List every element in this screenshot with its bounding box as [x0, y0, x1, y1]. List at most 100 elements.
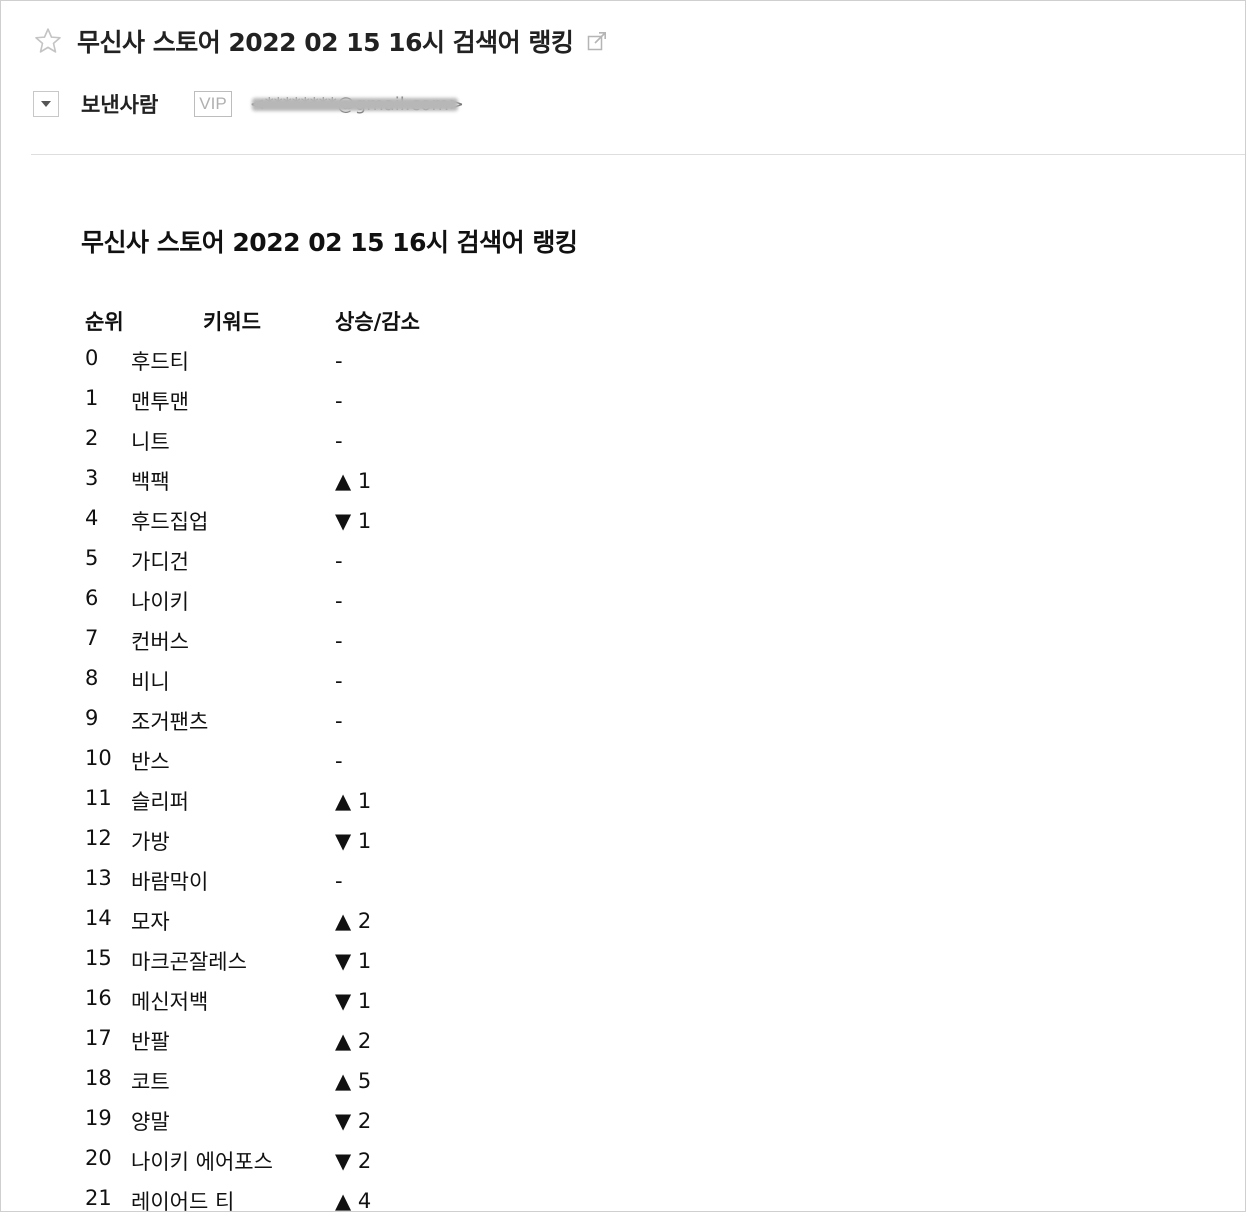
header-rank: 순위	[85, 310, 124, 334]
row-rank-keyword: 15 마크곤잘레스	[81, 946, 335, 976]
sender-label: 보낸사람	[81, 93, 159, 117]
row-rank: 16	[85, 986, 112, 1010]
row-rank-keyword: 11 슬리퍼	[81, 786, 335, 816]
sender-row: 보낸사람 VIP <********@gmail.com>	[33, 89, 464, 119]
row-change: ▼ 1	[335, 949, 372, 973]
row-rank: 17	[85, 1026, 112, 1050]
header-change: 상승/감소	[335, 310, 420, 334]
row-keyword: 슬리퍼	[131, 790, 189, 814]
row-rank-keyword: 2 니트	[81, 426, 335, 456]
row-change: ▲ 1	[335, 469, 372, 493]
row-change: -	[335, 669, 343, 693]
row-keyword: 양말	[131, 1110, 170, 1134]
table-row: 7 컨버스 -	[81, 621, 495, 661]
row-change: ▲ 2	[335, 909, 372, 933]
row-keyword: 반팔	[131, 1030, 170, 1054]
subject-row: 무신사 스토어 2022 02 15 16시 검색어 랭킹	[31, 23, 609, 59]
table-row: 3 백팩 ▲ 1	[81, 461, 495, 501]
row-change: -	[335, 709, 343, 733]
star-icon[interactable]	[31, 24, 65, 58]
row-rank-keyword: 10 반스	[81, 746, 335, 776]
row-rank: 10	[85, 746, 112, 770]
row-rank: 21	[85, 1186, 112, 1210]
table-row: 8 비니 -	[81, 661, 495, 701]
table-row: 17 반팔 ▲ 2	[81, 1021, 495, 1061]
row-keyword: 코트	[131, 1070, 170, 1094]
redaction-blur	[251, 97, 459, 111]
row-change: -	[335, 869, 343, 893]
row-rank-keyword: 16 메신저백	[81, 986, 335, 1016]
row-rank-keyword-cell: 13 바람막이	[81, 861, 335, 901]
row-rank-keyword: 21 레이어드 티	[81, 1186, 335, 1211]
row-rank-keyword-cell: 7 컨버스	[81, 621, 335, 661]
row-change: -	[335, 389, 343, 413]
row-keyword: 나이키 에어포스	[131, 1150, 273, 1174]
row-rank: 11	[85, 786, 112, 810]
row-rank: 0	[85, 346, 99, 370]
row-rank-keyword: 3 백팩	[81, 466, 335, 496]
row-rank-keyword: 13 바람막이	[81, 866, 335, 896]
header-divider	[31, 154, 1245, 155]
row-change: ▼ 1	[335, 829, 372, 853]
table-row: 0 후드티 -	[81, 341, 495, 381]
row-rank: 6	[85, 586, 99, 610]
row-change: ▼ 1	[335, 989, 372, 1013]
table-row: 4 후드집업 ▼ 1	[81, 501, 495, 541]
row-change: ▲ 1	[335, 789, 372, 813]
table-row: 6 나이키 -	[81, 581, 495, 621]
row-rank: 13	[85, 866, 112, 890]
external-link-icon[interactable]	[585, 29, 609, 53]
row-rank: 9	[85, 706, 99, 730]
row-rank-keyword: 7 컨버스	[81, 626, 335, 656]
row-change: -	[335, 629, 343, 653]
row-change: ▼ 2	[335, 1109, 372, 1133]
row-rank-keyword: 20 나이키 에어포스	[81, 1146, 335, 1176]
row-rank: 3	[85, 466, 99, 490]
row-rank: 2	[85, 426, 99, 450]
row-rank-keyword-cell: 16 메신저백	[81, 981, 335, 1021]
row-rank-keyword: 5 가디건	[81, 546, 335, 576]
header-keyword: 키워드	[203, 310, 261, 334]
caret-down-icon[interactable]	[33, 91, 59, 117]
ranking-rows: 0 후드티 - 1 맨투맨 - 2 니트 - 3 백팩 ▲ 1 4 후드집업 ▼ 1 5 가디건 - 6 나이키 - 7 컨…	[81, 341, 495, 1212]
row-rank-keyword-cell: 20 나이키 에어포스	[81, 1141, 335, 1181]
row-rank: 1	[85, 386, 99, 410]
row-rank: 14	[85, 906, 112, 930]
row-rank-keyword-cell: 9 조거팬츠	[81, 701, 335, 741]
row-rank-keyword: 1 맨투맨	[81, 386, 335, 416]
table-row: 1 맨투맨 -	[81, 381, 495, 421]
row-rank-keyword-cell: 4 후드집업	[81, 501, 335, 541]
row-change: ▲ 5	[335, 1069, 372, 1093]
row-rank-keyword-cell: 12 가방	[81, 821, 335, 861]
row-keyword: 가방	[131, 830, 170, 854]
vip-button[interactable]: VIP	[194, 91, 232, 117]
row-keyword: 조거팬츠	[131, 710, 209, 734]
row-keyword: 나이키	[131, 590, 189, 614]
row-rank-keyword-cell: 6 나이키	[81, 581, 335, 621]
row-rank-keyword-cell: 19 양말	[81, 1101, 335, 1141]
table-row: 5 가디건 -	[81, 541, 495, 581]
table-row: 11 슬리퍼 ▲ 1	[81, 781, 495, 821]
row-rank: 18	[85, 1066, 112, 1090]
row-change: -	[335, 349, 343, 373]
row-change: -	[335, 549, 343, 573]
mail-body: 무신사 스토어 2022 02 15 16시 검색어 랭킹 순위 키워드 상승/…	[81, 223, 578, 1212]
row-rank: 20	[85, 1146, 112, 1170]
row-rank-keyword-cell: 18 코트	[81, 1061, 335, 1101]
row-rank-keyword-cell: 2 니트	[81, 421, 335, 461]
row-keyword: 후드집업	[131, 510, 209, 534]
table-row: 9 조거팬츠 -	[81, 701, 495, 741]
row-rank-keyword-cell: 1 맨투맨	[81, 381, 335, 421]
row-rank-keyword: 17 반팔	[81, 1026, 335, 1056]
table-row: 15 마크곤잘레스 ▼ 1	[81, 941, 495, 981]
table-row: 21 레이어드 티 ▲ 4	[81, 1181, 495, 1212]
row-change: ▲ 4	[335, 1189, 372, 1212]
sender-email[interactable]: <********@gmail.com>	[250, 94, 464, 115]
row-rank-keyword-cell: 11 슬리퍼	[81, 781, 335, 821]
row-rank-keyword-cell: 14 모자	[81, 901, 335, 941]
row-rank-keyword: 8 비니	[81, 666, 335, 696]
row-rank-keyword-cell: 21 레이어드 티	[81, 1181, 335, 1211]
table-row: 18 코트 ▲ 5	[81, 1061, 495, 1101]
row-keyword: 모자	[131, 910, 170, 934]
